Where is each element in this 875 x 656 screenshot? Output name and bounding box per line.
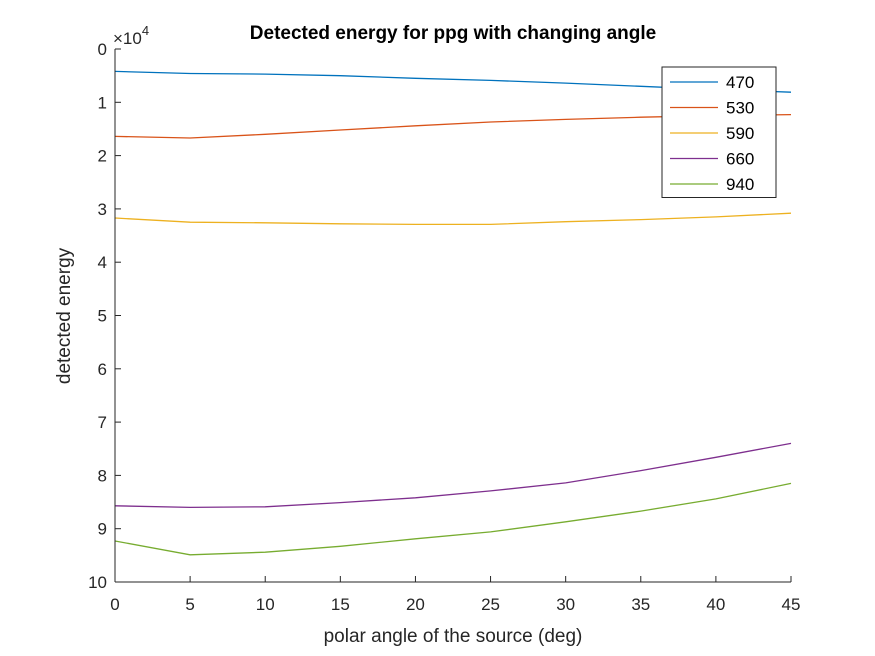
legend-label-660: 660 — [726, 150, 754, 169]
x-tick-label: 35 — [631, 595, 650, 614]
y-tick-label: 7 — [98, 413, 107, 432]
x-tick-label: 15 — [331, 595, 350, 614]
y-axis-multiplier-exponent: 4 — [142, 23, 149, 38]
y-tick-label: 6 — [98, 360, 107, 379]
chart-title: Detected energy for ppg with changing an… — [250, 23, 656, 44]
y-tick-label: 2 — [98, 147, 107, 166]
x-tick-label: 45 — [782, 595, 801, 614]
x-tick-label: 30 — [556, 595, 575, 614]
legend-label-940: 940 — [726, 175, 754, 194]
legend-label-470: 470 — [726, 73, 754, 92]
x-axis-label: polar angle of the source (deg) — [324, 626, 583, 647]
x-tick-label: 20 — [406, 595, 425, 614]
legend-label-530: 530 — [726, 99, 754, 118]
x-tick-label: 5 — [185, 595, 194, 614]
y-tick-label: 10 — [88, 573, 107, 592]
y-tick-label: 3 — [98, 200, 107, 219]
y-tick-label: 5 — [98, 307, 107, 326]
legend-box — [661, 66, 777, 198]
y-tick-label: 0 — [98, 40, 107, 59]
y-tick-label: 8 — [98, 466, 107, 485]
legend: 470 530 590 660 940 — [661, 66, 777, 198]
x-tick-label: 25 — [481, 595, 500, 614]
series-line-660 — [114, 442, 792, 509]
series-line-940 — [114, 482, 792, 556]
y-tick-label: 4 — [98, 253, 107, 272]
y-tick-label: 9 — [98, 520, 107, 539]
x-tick-label: 40 — [706, 595, 725, 614]
x-tick-label: 0 — [110, 595, 119, 614]
y-axis-multiplier-base: ×10 — [113, 29, 142, 48]
y-tick-label: 1 — [98, 93, 107, 112]
series-line-590 — [114, 212, 792, 226]
legend-label-590: 590 — [726, 124, 754, 143]
y-axis-label: detected energy — [54, 247, 75, 384]
y-axis-multiplier: ×104 — [113, 23, 149, 48]
x-tick-label: 10 — [256, 595, 275, 614]
